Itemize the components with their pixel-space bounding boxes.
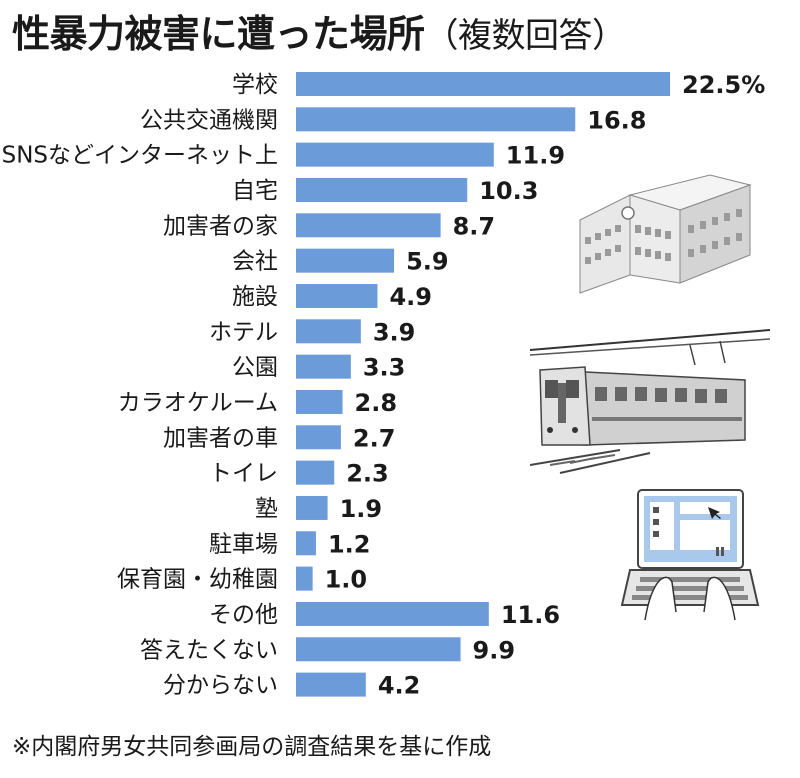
category-label: 加害者の家 xyxy=(163,213,278,239)
bar xyxy=(296,460,335,485)
bar xyxy=(296,354,351,379)
bar xyxy=(296,142,494,167)
category-label: 公園 xyxy=(232,355,278,381)
bar xyxy=(296,319,361,344)
category-label: 答えたくない xyxy=(140,637,278,663)
value-label: 2.8 xyxy=(355,389,398,417)
bar xyxy=(296,177,468,202)
value-label: 4.2 xyxy=(378,672,421,700)
value-label: 2.7 xyxy=(353,424,396,452)
category-label: 駐車場 xyxy=(209,531,278,557)
bar xyxy=(296,213,441,238)
value-label: 5.9 xyxy=(406,248,449,276)
value-label: 4.9 xyxy=(389,283,432,311)
value-label: 1.0 xyxy=(325,566,368,594)
category-label: カラオケルーム xyxy=(118,390,278,416)
category-label: SNSなどインターネット上 xyxy=(2,143,278,169)
value-label: 11.9 xyxy=(506,142,565,170)
value-label: 1.9 xyxy=(340,495,383,523)
value-label: 2.3 xyxy=(346,460,389,488)
school-building-icon xyxy=(579,174,752,294)
category-label: 分からない xyxy=(163,673,278,699)
category-label: 会社 xyxy=(232,249,278,275)
value-label: 1.2 xyxy=(328,530,371,558)
bar xyxy=(296,601,489,626)
value-label: 3.3 xyxy=(363,354,406,382)
value-label: 3.9 xyxy=(373,318,416,346)
bar xyxy=(296,283,378,308)
bar xyxy=(296,248,395,273)
value-label: 8.7 xyxy=(453,212,496,240)
category-label: トイレ xyxy=(209,461,278,487)
bar xyxy=(296,531,316,556)
category-label: 自宅 xyxy=(232,178,278,204)
bar xyxy=(296,107,576,132)
value-label: 10.3 xyxy=(479,177,538,205)
bar xyxy=(296,72,670,96)
bar xyxy=(296,495,328,520)
category-label: 塾 xyxy=(255,496,278,522)
title-subtitle: （複数回答） xyxy=(424,16,627,56)
category-label: 公共交通機関 xyxy=(140,107,278,133)
bar xyxy=(296,672,366,697)
bar xyxy=(296,389,343,414)
category-label: 加害者の車 xyxy=(163,425,278,451)
title-main: 性暴力被害に遭った場所 xyxy=(12,12,425,56)
category-label: ホテル xyxy=(209,319,278,345)
value-label: 22.5% xyxy=(682,71,765,99)
train-icon xyxy=(530,329,770,474)
bar xyxy=(296,566,313,591)
category-label: 施設 xyxy=(232,284,278,310)
bar xyxy=(296,637,461,662)
value-label: 16.8 xyxy=(587,106,646,134)
chart-title: 性暴力被害に遭った場所（複数回答） xyxy=(12,6,792,62)
category-label: 学校 xyxy=(232,72,278,98)
category-label: その他 xyxy=(209,602,278,628)
value-label: 11.6 xyxy=(501,601,560,629)
bar xyxy=(296,425,341,450)
source-note: ※内閣府男女共同参画局の調査結果を基に作成 xyxy=(12,734,492,760)
category-label: 保育園・幼稚園 xyxy=(117,567,278,593)
laptop-icon xyxy=(620,489,760,621)
value-label: 9.9 xyxy=(473,636,516,664)
